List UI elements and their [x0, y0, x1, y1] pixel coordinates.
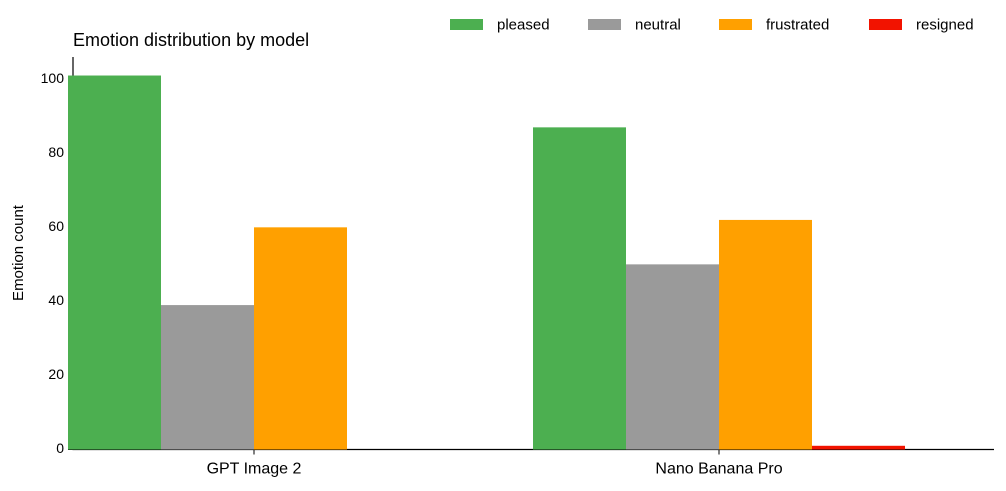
- legend-swatch: [719, 19, 752, 30]
- legend-label: frustrated: [766, 16, 829, 33]
- legend-swatch: [588, 19, 621, 30]
- bar: [68, 75, 161, 450]
- y-tick-label: 0: [56, 440, 64, 456]
- legend-swatch: [450, 19, 483, 30]
- bar: [533, 127, 626, 450]
- y-axis-label: Emotion count: [10, 204, 27, 301]
- legend-label: resigned: [916, 16, 974, 33]
- y-tick-label: 80: [48, 144, 64, 160]
- legend-swatch: [869, 19, 902, 30]
- y-tick-label: 100: [41, 70, 65, 86]
- bar: [161, 305, 254, 450]
- chart-title: Emotion distribution by model: [73, 30, 309, 50]
- y-tick-label: 60: [48, 218, 64, 234]
- legend-label: neutral: [635, 16, 681, 33]
- x-tick-label: Nano Banana Pro: [655, 461, 782, 478]
- bar: [626, 264, 719, 450]
- y-tick-label: 40: [48, 292, 64, 308]
- x-tick-label: GPT Image 2: [207, 461, 302, 478]
- bar: [719, 219, 812, 450]
- legend-label: pleased: [497, 16, 550, 33]
- y-tick-label: 20: [48, 366, 64, 382]
- bar: [812, 445, 905, 450]
- bar: [254, 227, 347, 450]
